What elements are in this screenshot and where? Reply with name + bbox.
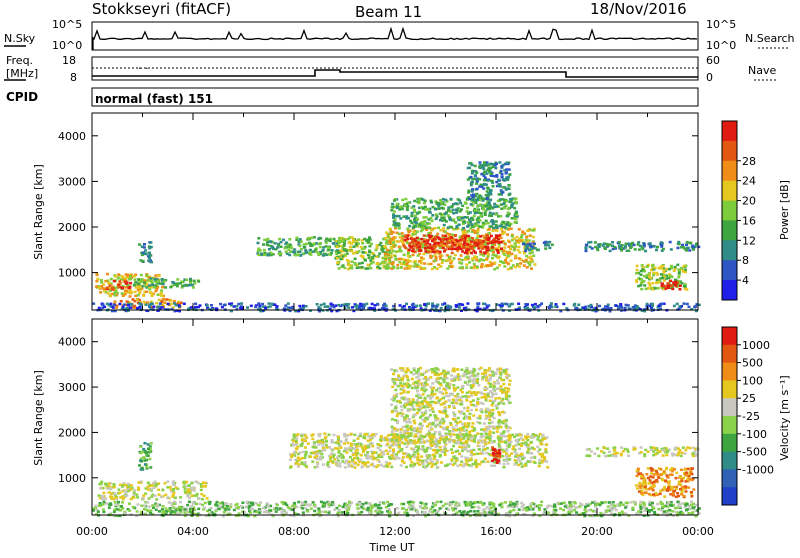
nsearch-label: N.Search <box>745 32 795 45</box>
nsky-tick-top: 10^5 <box>52 18 82 31</box>
colorbar-segment <box>722 327 737 345</box>
nave-tick-bottom: 0 <box>706 71 713 84</box>
nsky-tick-bottom: 10^0 <box>52 39 82 52</box>
y-tick-label: 1000 <box>58 267 86 280</box>
y-tick-label: 4000 <box>58 130 86 143</box>
scatter-region <box>138 241 153 263</box>
y-tick-label: 2000 <box>58 426 86 439</box>
colorbar-segment <box>722 363 737 381</box>
colorbar-segment <box>722 452 737 470</box>
y-tick-label: 1000 <box>58 472 86 485</box>
power-panel: Slant Range [km] 1000 2000 3000 4000 4 8 12 16… <box>32 113 791 313</box>
velocity-scatter <box>92 367 701 518</box>
y-tick-label: 3000 <box>58 175 86 188</box>
colorbar-segment <box>722 469 737 487</box>
cpid-value: normal (fast) 151 <box>95 92 213 106</box>
x-tick-label: 12:00 <box>379 525 411 538</box>
freq-label-line2: [MHz] <box>6 67 38 80</box>
colorbar-segment <box>722 434 737 452</box>
colorbar-segment <box>722 487 737 505</box>
nsky-label: N.Sky <box>4 32 36 45</box>
power-scatter <box>92 161 701 312</box>
colorbar-segment <box>722 181 737 201</box>
colorbar-tick-label: 1000 <box>742 339 770 352</box>
colorbar-segment <box>722 201 737 221</box>
scatter-region <box>635 467 695 498</box>
colorbar-tick-label: 4 <box>742 274 749 287</box>
colorbar-segment <box>722 280 737 300</box>
colorbar-segment <box>722 161 737 181</box>
freq-tick-top: 18 <box>62 54 76 67</box>
velocity-colorbar-label: Velocity [m s⁻¹] <box>778 375 791 460</box>
velocity-colorbar: 1000 500 100 25 -25 -100 -500 -1000 <box>722 327 774 506</box>
x-tick-label: 20:00 <box>581 525 613 538</box>
power-colorbar: 4 8 12 16 20 24 28 <box>722 121 756 301</box>
colorbar-tick-label: 28 <box>742 155 756 168</box>
colorbar-tick-label: -25 <box>742 410 760 423</box>
y-tick-label: 3000 <box>58 381 86 394</box>
scatter-region <box>390 367 512 444</box>
colorbar-segment <box>722 240 737 260</box>
x-tick-label: 00:00 <box>682 525 714 538</box>
velocity-panel: Slant Range [km] 1000 2000 3000 4000 00:00 04… <box>32 319 791 554</box>
cpid-panel: CPID normal (fast) 151 <box>6 88 698 106</box>
colorbar-tick-label: 24 <box>742 175 756 188</box>
colorbar-segment <box>722 220 737 240</box>
x-tick-label: 00:00 <box>76 525 108 538</box>
scatter-region <box>390 197 519 229</box>
power-colorbar-label: Power [dB] <box>778 180 791 240</box>
colorbar-tick-label: 100 <box>742 374 763 387</box>
nsearch-tick-top: 10^5 <box>706 18 736 31</box>
power-ylabel: Slant Range [km] <box>32 164 45 260</box>
colorbar-segment <box>722 380 737 398</box>
colorbar-tick-label: 8 <box>742 254 749 267</box>
freq-panel: Freq. [MHz] 18 8 60 0 Nave · · <box>4 54 776 84</box>
colorbar-tick-label: -1000 <box>742 463 774 476</box>
time-xlabel: Time UT <box>368 541 414 554</box>
scatter-region <box>585 446 699 457</box>
scatter-region <box>138 442 153 471</box>
scatter-region <box>584 241 700 253</box>
freq-trace <box>92 70 698 77</box>
colorbar-segment <box>722 141 737 161</box>
colorbar-tick-label: 16 <box>742 214 756 227</box>
nsearch-tick-bottom: 10^0 <box>706 39 736 52</box>
scatter-region <box>92 302 701 312</box>
cpid-label: CPID <box>6 90 38 104</box>
colorbar-segment <box>722 260 737 280</box>
colorbar-segment <box>722 345 737 363</box>
colorbar-segment <box>722 398 737 416</box>
colorbar-tick-label: 12 <box>742 234 756 247</box>
scatter-region <box>98 480 209 500</box>
x-tick-label: 04:00 <box>177 525 209 538</box>
colorbar-tick-label: -500 <box>742 446 767 459</box>
freq-outlier-dots: · · <box>138 62 149 75</box>
velocity-ylabel: Slant Range [km] <box>32 370 45 466</box>
nsky-panel: N.Sky 10^5 10^0 10^5 10^0 N.Search <box>4 18 795 52</box>
scatter-region <box>256 236 342 257</box>
colorbar-segment <box>722 416 737 434</box>
colorbar-tick-label: 20 <box>742 195 756 208</box>
station-title: Stokkseyri (fitACF) <box>92 0 231 18</box>
freq-tick-bottom: 8 <box>70 71 77 84</box>
colorbar-tick-label: 25 <box>742 392 756 405</box>
date-title: 18/Nov/2016 <box>590 0 687 18</box>
freq-label-line1: Freq. <box>6 54 33 67</box>
x-tick-label: 08:00 <box>278 525 310 538</box>
beam-title: Beam 11 <box>355 3 422 21</box>
colorbar-tick-label: 500 <box>742 357 763 370</box>
nave-tick-top: 60 <box>706 54 720 67</box>
y-tick-label: 2000 <box>58 221 86 234</box>
colorbar-tick-label: -100 <box>742 428 767 441</box>
nave-label: Nave <box>748 64 776 77</box>
scatter-region <box>466 161 512 201</box>
colorbar-segment <box>722 121 737 141</box>
x-tick-label: 16:00 <box>480 525 512 538</box>
y-tick-label: 4000 <box>58 336 86 349</box>
nsky-trace <box>92 29 697 49</box>
